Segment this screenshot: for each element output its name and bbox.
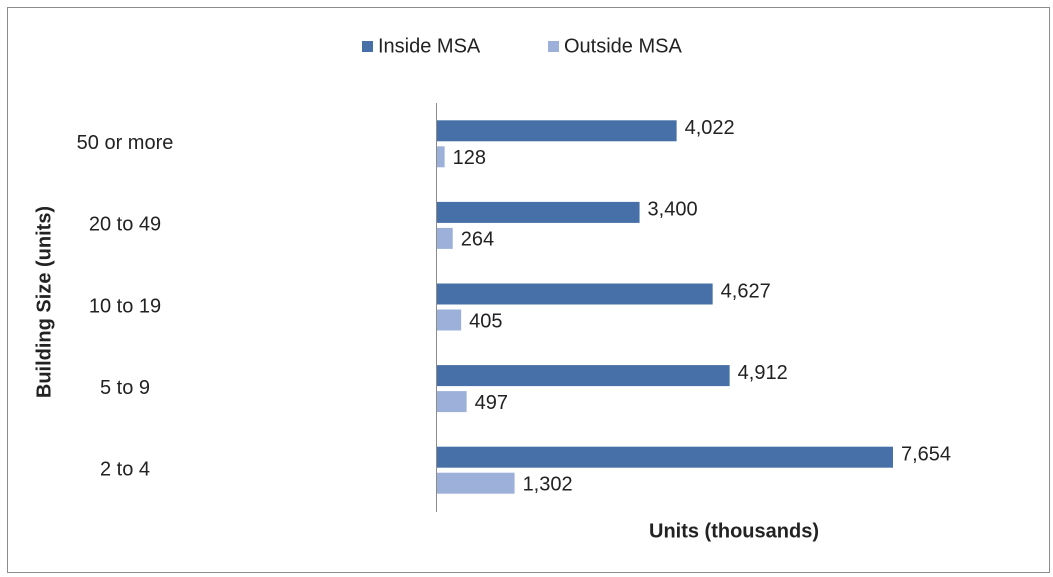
data-label: 3,400 (648, 199, 698, 221)
y-tick-label: 50 or more (77, 132, 174, 154)
legend-label: Inside MSA (378, 35, 481, 57)
legend-swatch (548, 41, 559, 52)
y-axis-title: Building Size (units) (33, 206, 55, 398)
x-axis-title: Units (thousands) (649, 520, 819, 542)
data-label: 264 (461, 229, 494, 251)
bar (437, 146, 445, 168)
bar (437, 120, 677, 142)
bar (437, 446, 893, 468)
y-tick-label: 10 to 19 (89, 295, 161, 317)
data-label: 128 (453, 147, 486, 169)
legend-swatch (362, 41, 373, 52)
legend-label: Outside MSA (564, 35, 682, 57)
y-tick-label: 2 to 4 (100, 458, 150, 480)
y-tick-label: 20 to 49 (89, 214, 161, 236)
data-label: 4,022 (685, 117, 735, 139)
data-label: 497 (475, 392, 508, 414)
bar (437, 283, 713, 305)
bar (437, 365, 730, 387)
y-tick-label: 5 to 9 (100, 377, 150, 399)
data-label: 4,627 (721, 280, 771, 302)
bar (437, 309, 462, 331)
bar (437, 201, 640, 223)
data-label: 1,302 (523, 473, 573, 495)
data-label: 4,912 (738, 362, 788, 384)
bar (437, 391, 467, 413)
bar (437, 472, 515, 494)
data-label: 405 (469, 310, 502, 332)
data-label: 7,654 (901, 443, 951, 465)
bar (437, 227, 453, 249)
